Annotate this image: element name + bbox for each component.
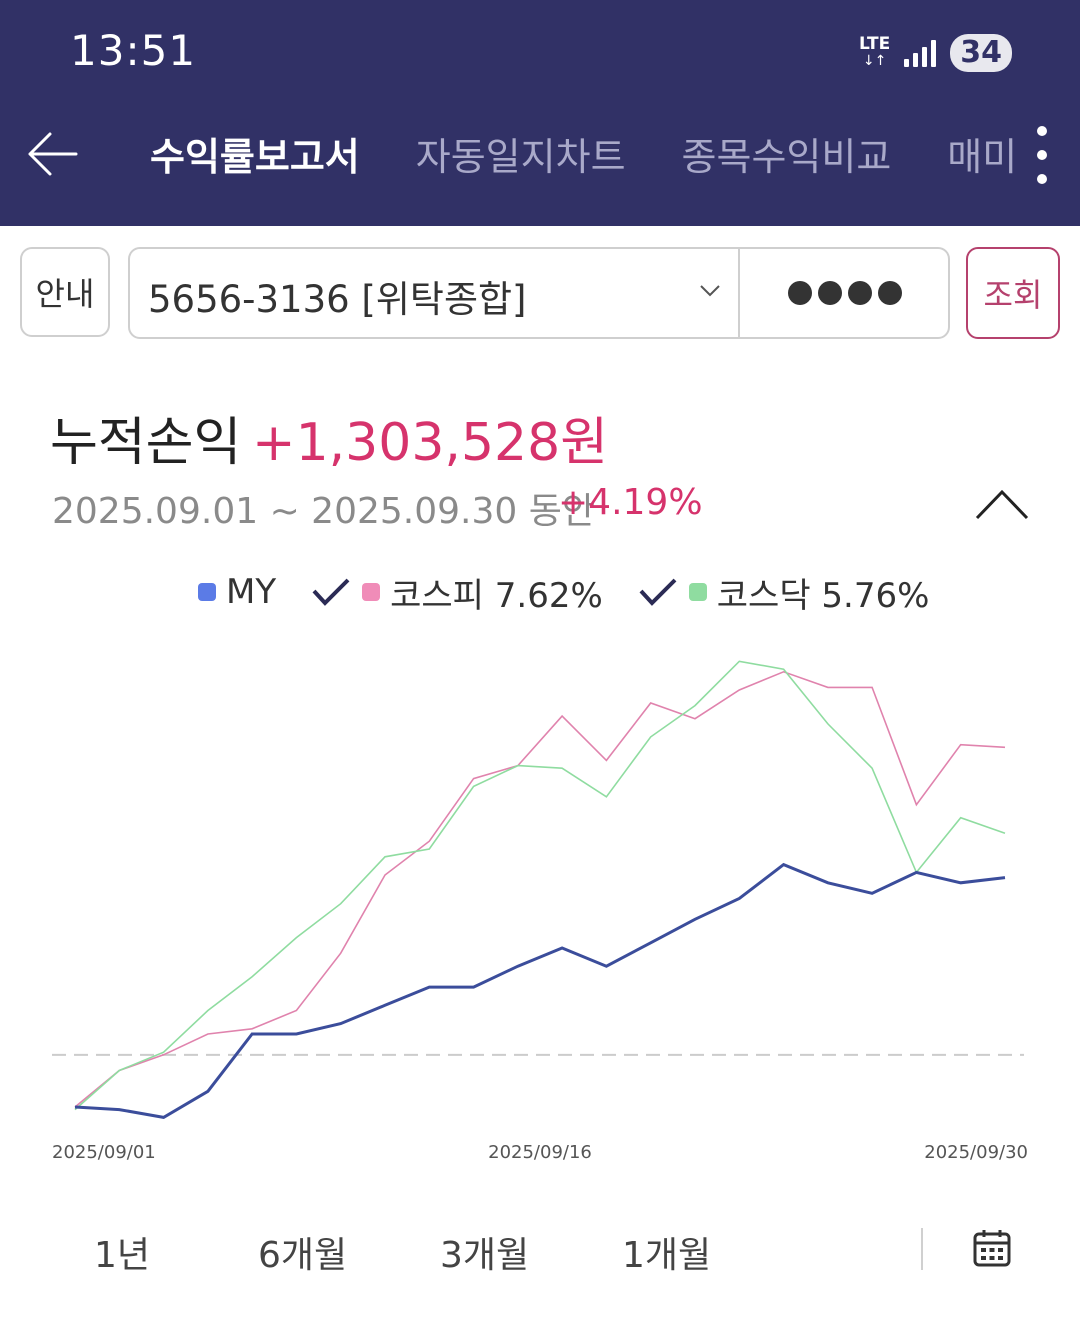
- x-tick-mid: 2025/09/16: [488, 1142, 592, 1163]
- legend-swatch-my: [198, 583, 216, 601]
- period-1m-button[interactable]: 1개월: [622, 1235, 712, 1276]
- divider: [921, 1228, 923, 1270]
- cumulative-pnl-label: 누적손익: [50, 413, 242, 473]
- app-header: 13:51 LTE ↓↑ 34 수익률보고서 자동일지차트 종목수익비교 매미: [0, 0, 1080, 226]
- status-time: 13:51: [70, 26, 197, 75]
- series-line-my: [74, 862, 1006, 1119]
- x-tick-start: 2025/09/01: [52, 1142, 156, 1163]
- return-chart: 2025/09/01 2025/09/16 2025/09/30: [52, 660, 1028, 1163]
- account-number: 5656-3136 [위탁종합]: [148, 278, 527, 321]
- chevron-up-icon[interactable]: [975, 488, 1029, 520]
- cumulative-pnl-value: +1,303,528원: [252, 413, 609, 473]
- lte-icon: LTE ↓↑: [859, 34, 891, 70]
- period-1y-button[interactable]: 1년: [94, 1235, 151, 1276]
- chart-legend: MY 코스피 7.62% 코스닥 5.76%: [198, 570, 930, 616]
- series-line-kospi: [74, 670, 1006, 1108]
- kosdaq-check-icon[interactable]: [639, 577, 677, 607]
- period-3m-button[interactable]: 3개월: [440, 1235, 530, 1276]
- legend-kosdaq-label: 코스닥 5.76%: [716, 575, 930, 616]
- tab-stock-return-compare[interactable]: 종목수익비교: [681, 135, 892, 179]
- battery-indicator: 34: [950, 34, 1012, 72]
- status-icons: LTE ↓↑ 34: [859, 34, 1012, 72]
- report-tabs: 수익률보고서 자동일지차트 종목수익비교 매미: [150, 126, 1017, 181]
- period-range: 2025.09.01 ~ 2025.09.30 동안: [52, 491, 595, 532]
- back-arrow-icon[interactable]: [26, 128, 78, 180]
- legend-swatch-kosdaq: [688, 583, 707, 601]
- chevron-down-icon[interactable]: [698, 279, 722, 303]
- period-selector: 1년 6개월 3개월 1개월: [0, 1220, 1080, 1280]
- kospi-check-icon[interactable]: [312, 577, 350, 607]
- password-field[interactable]: [740, 249, 950, 337]
- tab-return-report[interactable]: 수익률보고서: [150, 135, 360, 179]
- info-button[interactable]: 안내: [20, 247, 110, 337]
- legend-kospi-label: 코스피 7.62%: [390, 575, 603, 616]
- search-button[interactable]: 조회: [966, 247, 1060, 339]
- tab-auto-journal-chart[interactable]: 자동일지차트: [415, 135, 626, 179]
- period-return-rate: +4.19%: [558, 482, 703, 523]
- more-menu-icon[interactable]: [1030, 126, 1054, 184]
- signal-icon: [904, 39, 937, 67]
- series-line-kosdaq: [74, 660, 1006, 1111]
- calendar-icon[interactable]: [972, 1228, 1012, 1268]
- legend-my-label: MY: [226, 572, 277, 612]
- period-6m-button[interactable]: 6개월: [258, 1235, 348, 1276]
- legend-swatch-kospi: [362, 583, 381, 601]
- divider: [738, 249, 740, 337]
- x-tick-end: 2025/09/30: [924, 1142, 1028, 1163]
- account-selector[interactable]: 5656-3136 [위탁종합]: [128, 247, 950, 339]
- tab-trade[interactable]: 매미: [947, 135, 1018, 179]
